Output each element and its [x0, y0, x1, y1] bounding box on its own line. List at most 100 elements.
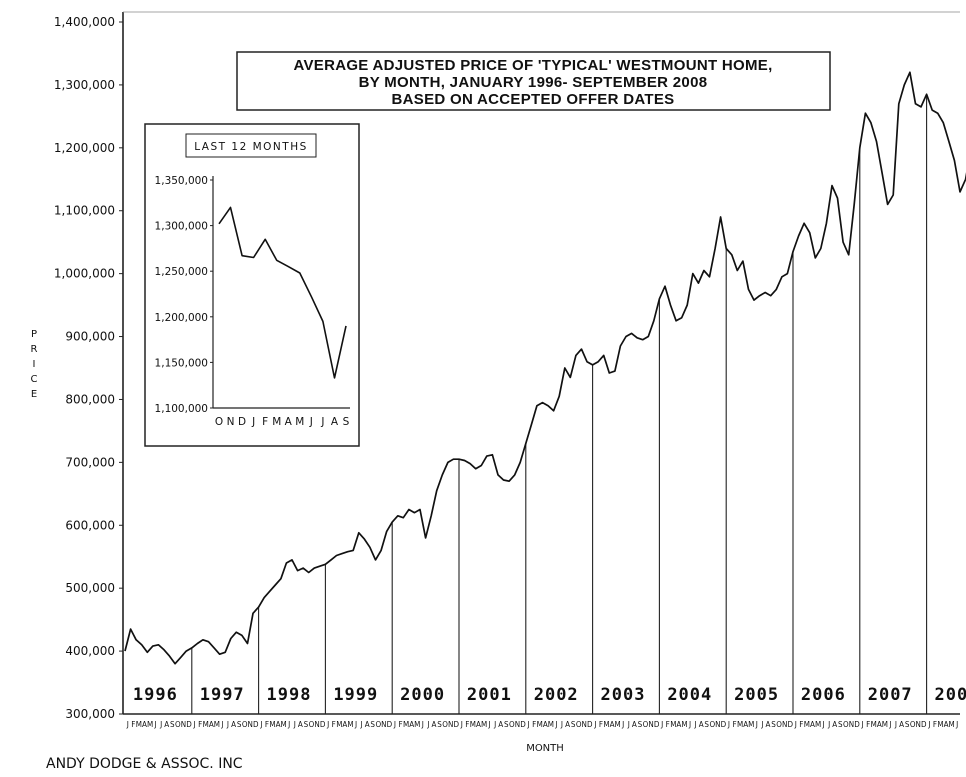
month-tick-label: N: [782, 720, 787, 729]
month-tick-label: J: [760, 720, 763, 729]
month-tick-label: J: [955, 720, 958, 729]
inset-title-box: [185, 133, 317, 158]
month-tick-label: J: [126, 720, 129, 729]
month-tick-label: M: [615, 720, 621, 729]
month-tick-label: N: [648, 720, 653, 729]
month-tick-label: M: [603, 720, 609, 729]
y-axis-label-letter: P: [31, 329, 37, 340]
x-axis-label: MONTH: [526, 743, 564, 754]
month-tick-label: M: [882, 720, 888, 729]
month-tick-label: O: [776, 720, 782, 729]
price-series-line: [124, 71, 966, 665]
month-tick-label: J: [393, 720, 396, 729]
inset-x-tick-label: J: [320, 416, 324, 428]
footer-company: ANDY DODGE & ASSOC. INC: [46, 756, 243, 772]
month-tick-label: J: [421, 720, 424, 729]
month-tick-label: M: [470, 720, 476, 729]
y-tick-label: 400,000: [65, 644, 115, 658]
month-tick-label: F: [599, 720, 603, 729]
month-tick-label: O: [576, 720, 582, 729]
month-tick-label: F: [131, 720, 135, 729]
month-tick-label: J: [694, 720, 697, 729]
month-tick-label: A: [743, 720, 748, 729]
month-tick-label: J: [861, 720, 864, 729]
month-tick-label: A: [699, 720, 704, 729]
y-axis-label-letter: R: [31, 344, 38, 355]
inset-plot-area: 1,100,000 1,150,000 1,200,000 1,250,000 1,30…: [155, 175, 350, 428]
month-tick-label: F: [532, 720, 536, 729]
month-tick-label: A: [944, 720, 949, 729]
month-tick-label: S: [638, 720, 643, 729]
inset-x-tick-label: F: [262, 416, 268, 428]
y-axis-label-letter: I: [33, 359, 36, 370]
month-tick-label: S: [838, 720, 843, 729]
year-label: 1999: [333, 685, 378, 705]
month-tick-label: M: [804, 720, 810, 729]
month-tick-label: J: [426, 720, 429, 729]
month-tick-label: J: [193, 720, 196, 729]
month-tick-label: O: [509, 720, 515, 729]
inset-x-tick-label: M: [272, 416, 281, 428]
month-tick-label: A: [164, 720, 169, 729]
month-tick-label: D: [787, 720, 793, 729]
month-tick-label: S: [504, 720, 509, 729]
year-label: 2004: [667, 685, 712, 705]
inset-y-tick-label: 1,350,000: [155, 175, 208, 187]
month-tick-label: M: [481, 720, 487, 729]
month-tick-label: D: [654, 720, 660, 729]
inset-x-tick-label: M: [295, 416, 304, 428]
inset-x-tick-label: J: [309, 416, 313, 428]
month-tick-label: A: [431, 720, 436, 729]
inset-series-line: [218, 206, 347, 379]
month-tick-label: J: [822, 720, 825, 729]
month-tick-label: A: [810, 720, 815, 729]
month-tick-label: M: [136, 720, 142, 729]
month-tick-label: J: [827, 720, 830, 729]
month-tick-label: M: [548, 720, 554, 729]
month-tick-label: M: [403, 720, 409, 729]
inset-y-tick-label: 1,100,000: [155, 403, 208, 415]
month-tick-label: S: [437, 720, 442, 729]
year-label: 2008: [935, 685, 966, 705]
month-tick-label: M: [670, 720, 676, 729]
month-tick-label: D: [253, 720, 259, 729]
month-tick-label: A: [342, 720, 347, 729]
month-tick-label: O: [242, 720, 248, 729]
month-tick-label: A: [877, 720, 882, 729]
month-tick-label: A: [832, 720, 837, 729]
month-tick-label: M: [537, 720, 543, 729]
inset-x-tick-label: J: [251, 416, 255, 428]
inset-frame: [144, 123, 360, 447]
month-tick-label: J: [293, 720, 296, 729]
chart-title-line-3: BASED ON ACCEPTED OFFER DATES: [392, 91, 675, 108]
y-tick-label: 900,000: [65, 330, 115, 344]
chart-title-line-1: AVERAGE ADJUSTED PRICE OF 'TYPICAL' WEST…: [293, 57, 772, 74]
month-tick-label: A: [543, 720, 548, 729]
month-tick-label: M: [281, 720, 287, 729]
month-tick-label: J: [154, 720, 157, 729]
month-tick-label: D: [721, 720, 727, 729]
month-tick-label: O: [175, 720, 181, 729]
month-tick-label: A: [899, 720, 904, 729]
month-tick-label: A: [565, 720, 570, 729]
month-tick-label: J: [354, 720, 357, 729]
y-tick-label: 1,300,000: [54, 78, 115, 92]
chart-title-box: AVERAGE ADJUSTED PRICE OF 'TYPICAL' WEST…: [236, 51, 831, 111]
month-tick-label: A: [365, 720, 370, 729]
year-label: 2000: [400, 685, 445, 705]
inset-title: LAST 12 MONTHS: [194, 141, 308, 153]
month-tick-label: A: [276, 720, 281, 729]
year-label: 2007: [868, 685, 913, 705]
year-label: 2005: [734, 685, 779, 705]
inset-x-tick-label: A: [285, 416, 293, 428]
inset-y-tick-label: 1,250,000: [155, 266, 208, 278]
month-tick-label: A: [610, 720, 615, 729]
month-tick-label: F: [799, 720, 803, 729]
month-tick-label: J: [894, 720, 897, 729]
month-tick-label: M: [815, 720, 821, 729]
y-tick-label: 1,000,000: [54, 267, 115, 281]
month-tick-label: M: [748, 720, 754, 729]
month-tick-label: J: [560, 720, 563, 729]
